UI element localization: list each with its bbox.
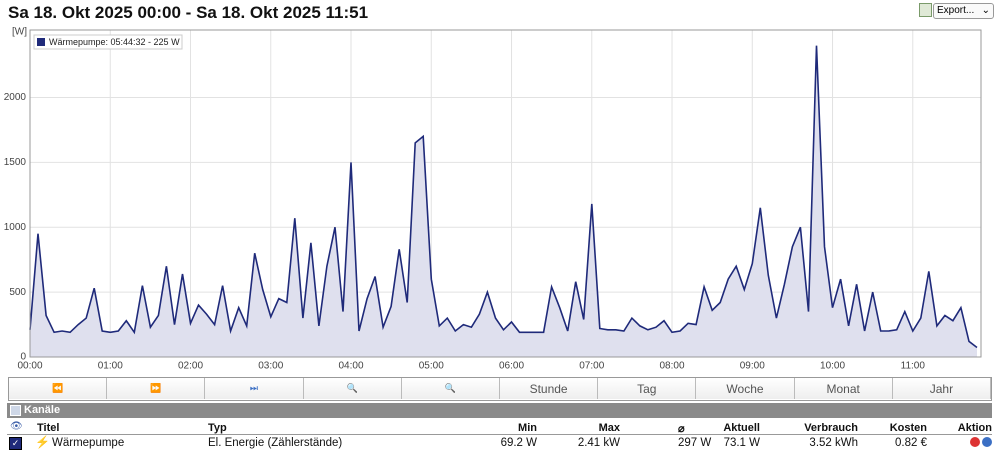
channel-checkbox[interactable]: ✓ bbox=[9, 437, 22, 450]
column-header: ⌀ bbox=[678, 423, 685, 435]
table-cell: Wärmepumpe bbox=[52, 437, 125, 449]
export-label: Export... bbox=[937, 5, 975, 16]
nav-button[interactable]: ⏩ bbox=[107, 378, 206, 399]
x-tick-label: 10:00 bbox=[820, 361, 845, 372]
column-header: Aktuell bbox=[723, 422, 760, 434]
table-cell: 2.41 kW bbox=[577, 437, 620, 449]
table-cell: 3.52 kWh bbox=[809, 437, 858, 449]
channels-header: Kanäle bbox=[7, 403, 992, 418]
y-tick-label: 2000 bbox=[4, 92, 27, 103]
y-tick-label: 0 bbox=[20, 352, 26, 363]
visibility-icon: 👁 bbox=[10, 421, 23, 432]
range-button[interactable]: Woche bbox=[696, 378, 795, 399]
range-button[interactable]: Monat bbox=[794, 378, 893, 399]
column-header: Min bbox=[518, 422, 537, 434]
table-cell: El. Energie (Zählerstände) bbox=[208, 437, 343, 449]
export-select[interactable]: Export... ⌄ bbox=[933, 3, 994, 19]
export-icon[interactable] bbox=[919, 3, 932, 17]
legend-swatch bbox=[37, 38, 45, 46]
x-tick-label: 08:00 bbox=[660, 361, 685, 372]
y-tick-label: 500 bbox=[9, 287, 26, 298]
x-tick-label: 02:00 bbox=[178, 361, 203, 372]
range-button[interactable]: Stunde bbox=[500, 378, 599, 399]
nav-button[interactable]: ⏪ bbox=[9, 378, 108, 399]
nav-button[interactable]: 🔍 bbox=[401, 378, 500, 399]
x-tick-label: 04:00 bbox=[338, 361, 363, 372]
legend-label: Wärmepumpe: 05:44:32 - 225 W bbox=[49, 37, 180, 47]
x-tick-label: 11:00 bbox=[901, 361, 926, 372]
table-cell: 69.2 W bbox=[500, 437, 537, 449]
legend-box bbox=[33, 34, 183, 50]
series-line bbox=[29, 45, 978, 349]
y-tick-label: 1000 bbox=[4, 222, 27, 233]
delete-button[interactable] bbox=[970, 437, 980, 447]
column-header: Verbrauch bbox=[804, 422, 858, 434]
y-axis-label: [W] bbox=[12, 27, 27, 38]
x-tick-label: 09:00 bbox=[740, 361, 765, 372]
x-tick-label: 05:00 bbox=[419, 361, 444, 372]
plot-border bbox=[29, 29, 982, 358]
range-button[interactable]: Jahr bbox=[892, 378, 991, 399]
column-header: Aktion bbox=[957, 422, 992, 434]
nav-button[interactable]: ⏭ bbox=[205, 378, 304, 399]
page-title: Sa 18. Okt 2025 00:00 - Sa 18. Okt 2025 … bbox=[8, 3, 369, 22]
energy-icon: ⚡ bbox=[35, 435, 50, 449]
table-cell: 297 W bbox=[678, 437, 712, 449]
x-tick-label: 07:00 bbox=[579, 361, 604, 372]
table-header bbox=[7, 420, 992, 435]
x-tick-label: 03:00 bbox=[258, 361, 283, 372]
y-tick-label: 1500 bbox=[4, 157, 27, 168]
column-header: Max bbox=[598, 422, 620, 434]
chart: 0 500 1000 1500 2000 00:00 01:00 02:00 03:00 04:0… bbox=[4, 27, 982, 372]
x-tick-label: 00:00 bbox=[17, 361, 42, 372]
column-header: Kosten bbox=[889, 422, 927, 434]
range-button[interactable]: Tag bbox=[598, 378, 697, 399]
nav-button[interactable]: 🔍 bbox=[303, 378, 402, 399]
button-bar bbox=[8, 377, 992, 401]
column-header: Typ bbox=[208, 422, 227, 434]
table-cell: 73.1 W bbox=[723, 437, 760, 449]
channels-title: Kanäle bbox=[24, 404, 61, 416]
column-header: Titel bbox=[37, 422, 60, 434]
x-tick-label: 06:00 bbox=[499, 361, 524, 372]
table-cell: 0.82 € bbox=[895, 437, 927, 449]
info-button[interactable] bbox=[982, 437, 992, 447]
x-tick-label: 01:00 bbox=[98, 361, 123, 372]
